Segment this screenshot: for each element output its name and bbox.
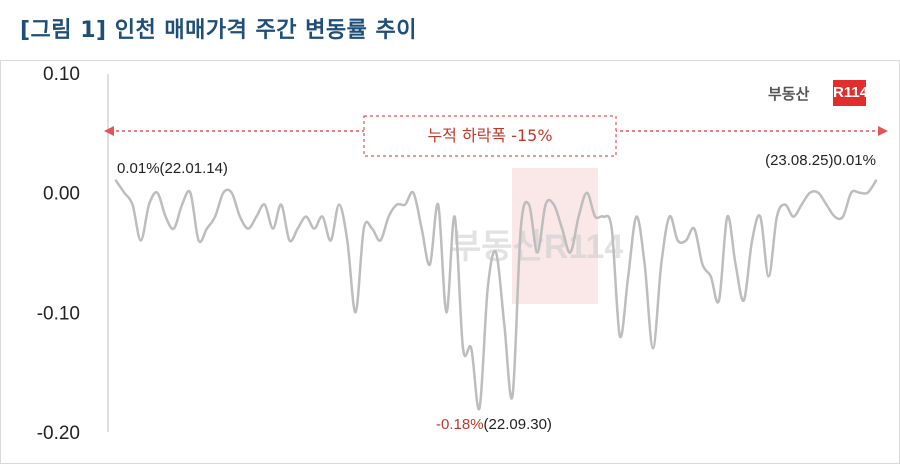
logo-text: 부동산	[768, 85, 810, 103]
y-tick-label: 0.10	[43, 64, 80, 85]
logo-mark: R114	[833, 80, 868, 106]
min-date: (22.09.30)	[484, 416, 552, 433]
start-annotation: 0.01%(22.01.14)	[117, 160, 228, 177]
range-arrow: 누적 하락폭 -15%	[104, 115, 888, 157]
chart-title: [그림 1] 인천 매매가격 주간 변동률 추이	[20, 18, 417, 43]
y-tick-label: 0.00	[43, 184, 80, 205]
range-label: 누적 하락폭 -15%	[427, 126, 552, 145]
end-annotation: (23.08.25)0.01%	[765, 152, 876, 169]
min-value: -0.18%	[436, 416, 484, 433]
y-tick-label: -0.10	[37, 303, 80, 324]
min-annotation: -0.18%(22.09.30)	[436, 416, 552, 433]
y-tick-label: -0.20	[37, 423, 80, 444]
watermark: 부동산R114	[450, 168, 623, 304]
watermark-text: 부동산R114	[450, 228, 623, 266]
series-line	[114, 179, 878, 411]
